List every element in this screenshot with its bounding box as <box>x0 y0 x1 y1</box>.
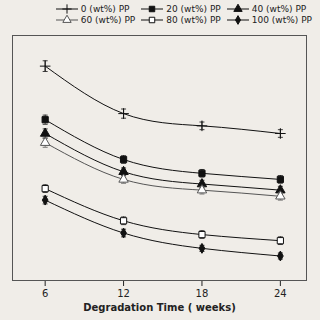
html-text:80 (wt%) PP: 80 (wt%) PP <box>166 15 221 25</box>
html-text:40 (wt%) PP: 40 (wt%) PP <box>251 4 307 14</box>
svg-text:18: 18 <box>196 288 209 299</box>
html-text:60 (wt%) PP: 60 (wt%) PP <box>80 15 136 25</box>
svg-text:24: 24 <box>274 288 287 299</box>
html-text:100 (wt%) PP: 100 (wt%) PP <box>251 15 312 25</box>
html-text:20 (wt%) PP: 20 (wt%) PP <box>166 4 221 14</box>
svg-text:6: 6 <box>42 288 48 299</box>
svg-text:Degradation Time ( weeks): Degradation Time ( weeks) <box>83 302 235 313</box>
svg-text:12: 12 <box>117 288 130 299</box>
html-text:0 (wt%) PP: 0 (wt%) PP <box>80 4 130 14</box>
